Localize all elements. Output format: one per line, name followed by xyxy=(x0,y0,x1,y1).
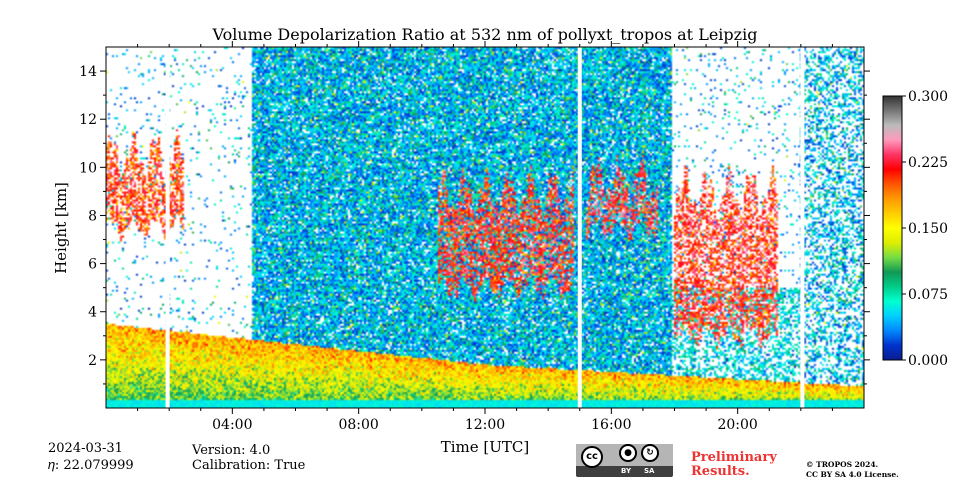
sa-share-icon: ↻ xyxy=(641,444,659,462)
by-person-icon: ● xyxy=(619,444,637,462)
data-gap xyxy=(800,47,805,408)
calibration-text: Calibration: True xyxy=(192,458,306,473)
eta-text: 𝜂: 22.079999 xyxy=(48,458,134,473)
x-axis-label: Time [UTC] xyxy=(441,438,530,456)
y-tick-label: 8 xyxy=(88,208,97,224)
date-text: 2024-03-31 xyxy=(48,441,123,456)
data-gap xyxy=(577,47,582,408)
version-text: Version: 4.0 xyxy=(192,443,271,458)
y-axis: 2 4 6 8 10 12 14 xyxy=(79,64,870,385)
data-gaps xyxy=(165,47,805,408)
depol-heatmap xyxy=(106,47,864,408)
y-tick-label: 4 xyxy=(88,305,97,321)
preliminary-label: Preliminary xyxy=(691,450,777,465)
chart-title: Volume Depolarization Ratio at 532 nm of… xyxy=(212,25,758,44)
x-tick-label: 16:00 xyxy=(591,417,631,433)
sa-label: SA xyxy=(644,467,655,475)
y-tick-label: 2 xyxy=(88,353,97,369)
y-axis-label: Height [km] xyxy=(52,182,70,274)
x-tick-label: 04:00 xyxy=(212,417,252,433)
colorbar: 0.000 0.075 0.150 0.225 0.300 xyxy=(882,89,948,369)
cc-license-logo: cc ● ↻ BY SA xyxy=(576,444,673,477)
colorbar-tick-label: 0.300 xyxy=(908,89,948,105)
data-gap xyxy=(165,47,170,408)
cc-icon: cc xyxy=(581,446,603,468)
x-axis: 04:00 08:00 12:00 16:00 20:00 xyxy=(137,41,833,433)
colorbar-tick-label: 0.075 xyxy=(908,287,948,303)
y-tick-label: 10 xyxy=(79,160,97,176)
colorbar-tick-label: 0.150 xyxy=(908,221,948,237)
colorbar-tick-label: 0.225 xyxy=(908,155,948,171)
y-tick-label: 12 xyxy=(79,112,97,128)
plot-area xyxy=(105,46,865,409)
license-text: CC BY SA 4.0 License. xyxy=(806,470,899,479)
colorbar-ticks: 0.000 0.075 0.150 0.225 0.300 xyxy=(902,89,948,369)
x-tick-label: 08:00 xyxy=(338,417,378,433)
y-tick-label: 14 xyxy=(79,64,97,80)
colorbar-tick-label: 0.000 xyxy=(908,353,948,369)
x-tick-label: 20:00 xyxy=(717,417,757,433)
by-label: BY xyxy=(621,467,632,475)
colorbar-gradient xyxy=(882,95,903,361)
y-tick-label: 6 xyxy=(88,257,97,273)
x-tick-label: 12:00 xyxy=(465,417,505,433)
copyright-text: © TROPOS 2024. xyxy=(806,460,879,469)
results-label: Results. xyxy=(691,464,750,479)
